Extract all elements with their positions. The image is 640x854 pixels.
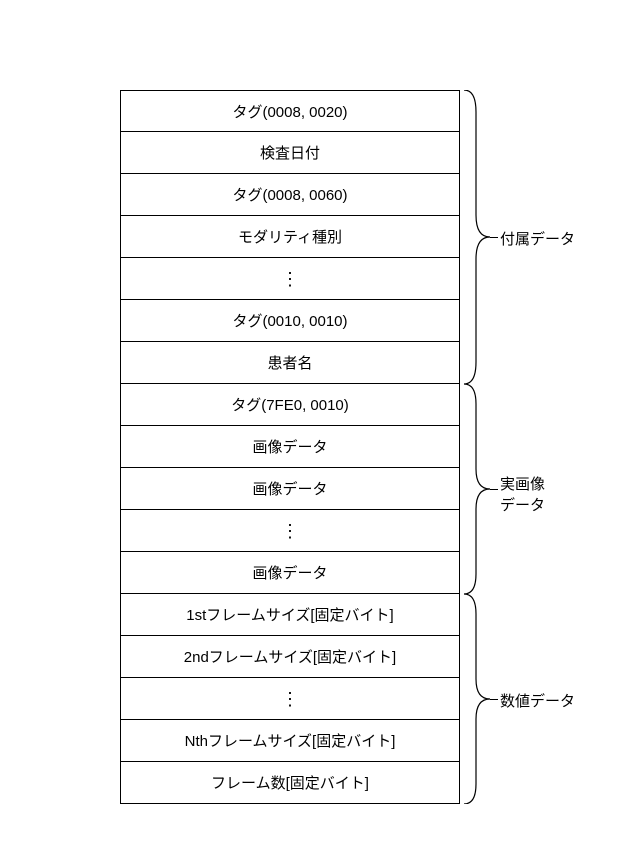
table-row: フレーム数[固定バイト] (120, 762, 460, 804)
bracket-label-2: 実画像 データ (500, 473, 545, 515)
table-row: 2ndフレームサイズ[固定バイト] (120, 636, 460, 678)
leader-line (490, 237, 498, 238)
table-row-ellipsis: ⋮ (120, 678, 460, 720)
table-row-ellipsis: ⋮ (120, 258, 460, 300)
ellipsis-icon: ⋮ (281, 690, 299, 708)
ellipsis-icon: ⋮ (281, 522, 299, 540)
table-row: Nthフレームサイズ[固定バイト] (120, 720, 460, 762)
table-row: タグ(7FE0, 0010) (120, 384, 460, 426)
table-row: モダリティ種別 (120, 216, 460, 258)
bracket-3 (462, 594, 492, 804)
table-row: 画像データ (120, 468, 460, 510)
table-row: 検査日付 (120, 132, 460, 174)
table-row-ellipsis: ⋮ (120, 510, 460, 552)
table-row: 画像データ (120, 426, 460, 468)
bracket-2 (462, 384, 492, 594)
ellipsis-icon: ⋮ (281, 270, 299, 288)
bracket-1 (462, 90, 492, 384)
data-structure-table: タグ(0008, 0020) 検査日付 タグ(0008, 0060) モダリティ… (120, 90, 460, 804)
table-row: タグ(0008, 0060) (120, 174, 460, 216)
leader-line (490, 489, 498, 490)
table-row: 画像データ (120, 552, 460, 594)
table-row: タグ(0008, 0020) (120, 90, 460, 132)
table-row: 患者名 (120, 342, 460, 384)
table-row: 1stフレームサイズ[固定バイト] (120, 594, 460, 636)
table-row: タグ(0010, 0010) (120, 300, 460, 342)
leader-line (490, 699, 498, 700)
bracket-label-1: 付属データ (500, 228, 575, 249)
bracket-label-3: 数値データ (500, 690, 575, 711)
